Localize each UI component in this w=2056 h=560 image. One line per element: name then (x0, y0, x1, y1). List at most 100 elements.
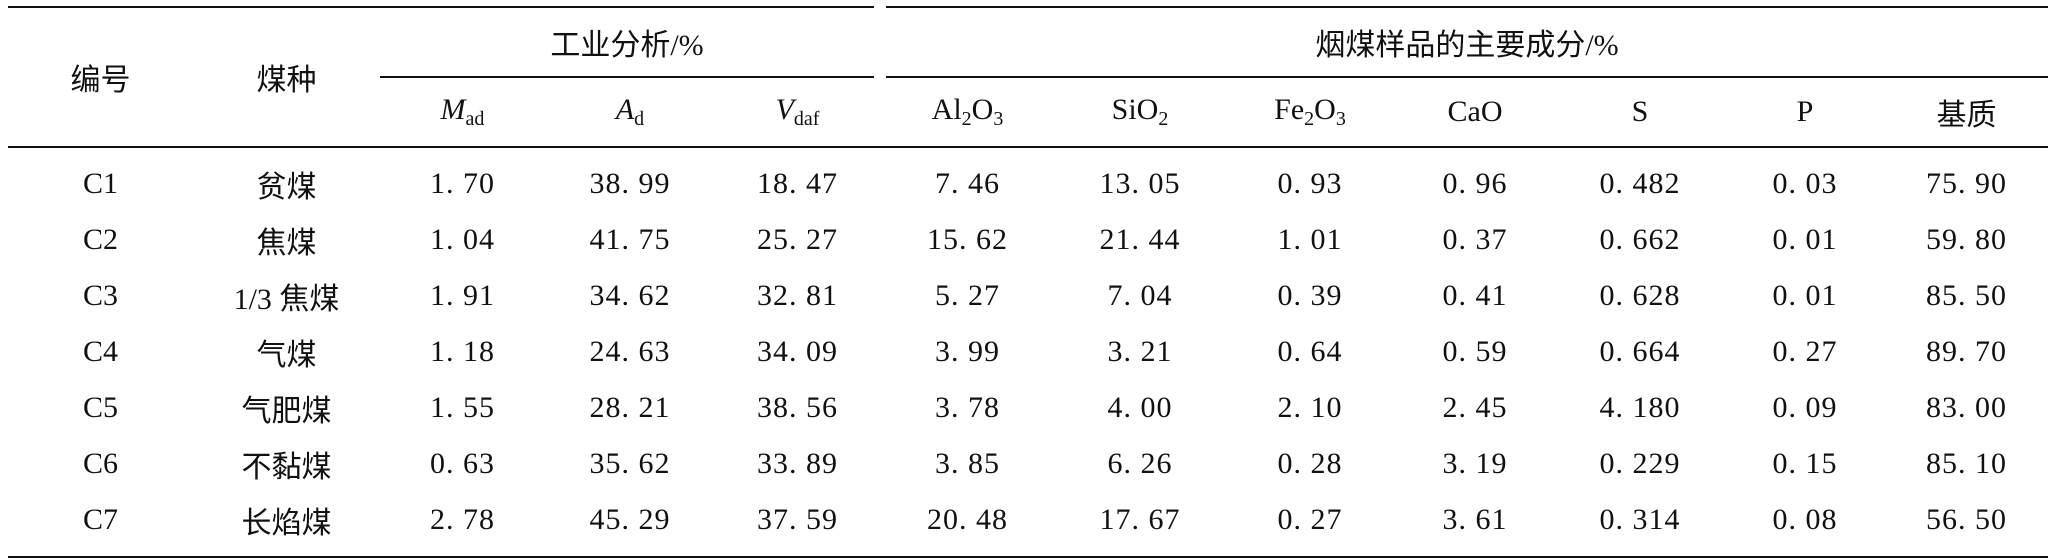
cell-volatile: 32. 81 (757, 279, 838, 312)
cell-coal-type: 不黏煤 (241, 451, 332, 484)
cell-al2o3: 3. 99 (935, 335, 1000, 368)
table-row: C5 气肥煤 1. 55 28. 21 38. 56 3. 78 4. 00 2… (8, 380, 2048, 436)
cell-cao: 3. 19 (1442, 447, 1508, 480)
cell-phosphorus: 0. 01 (1772, 223, 1838, 256)
al2o3-part-o: O (971, 93, 994, 126)
cell-id: C2 (82, 223, 118, 256)
cell-coal-type: 1/3 焦煤 (233, 283, 340, 316)
table-row: C7 长焰煤 2. 78 45. 29 37. 59 20. 48 17. 67… (8, 492, 2049, 557)
cell-fe2o3: 0. 27 (1277, 503, 1343, 536)
cell-ash: 45. 29 (589, 503, 671, 536)
cell-fe2o3: 0. 39 (1277, 279, 1343, 312)
cell-phosphorus: 0. 15 (1772, 447, 1838, 480)
cell-coal-type: 长焰煤 (241, 507, 332, 540)
cell-sulfur: 0. 482 (1599, 167, 1681, 200)
cell-ash: 34. 62 (589, 279, 671, 312)
cell-moisture: 1. 55 (430, 391, 495, 424)
header-col-matrix: 基质 (1936, 99, 1997, 132)
cell-volatile: 34. 09 (757, 335, 838, 368)
cell-al2o3: 15. 62 (927, 223, 1008, 256)
coal-analysis-table-container: 编号 煤种 工业分析/% 烟煤样品的主要成分/% Mad Ad Vdaf Al2… (8, 6, 2049, 558)
header-col-moisture-symbol: M (440, 93, 466, 126)
cell-phosphorus: 0. 01 (1772, 279, 1838, 312)
cell-ash: 41. 75 (589, 223, 671, 256)
cell-volatile: 38. 56 (757, 391, 838, 424)
header-group-main-components: 烟煤样品的主要成分/% (880, 7, 2049, 78)
cell-moisture: 1. 18 (430, 335, 495, 368)
cell-coal-type: 气煤 (256, 339, 317, 372)
cell-moisture: 1. 91 (430, 279, 495, 312)
cell-fe2o3: 0. 28 (1277, 447, 1343, 480)
cell-matrix: 85. 50 (1926, 279, 2007, 312)
header-col-volatile: Vdaf (715, 77, 880, 147)
header-row-groups: 编号 煤种 工业分析/% 烟煤样品的主要成分/% (8, 7, 2049, 97)
cell-id: C4 (82, 335, 118, 368)
cell-cao: 2. 45 (1442, 391, 1508, 424)
header-row-columns: Mad Ad Vdaf Al2O3 SiO2 Fe2O3 CaO S (8, 77, 2049, 147)
fe2o3-sub-2: 2 (1304, 108, 1315, 130)
cell-cao: 3. 61 (1442, 503, 1508, 536)
cell-id: C6 (82, 447, 118, 480)
cell-sio2: 13. 05 (1099, 167, 1181, 200)
table-row: C6 不黏煤 0. 63 35. 62 33. 89 3. 85 6. 26 0… (8, 436, 2048, 492)
cell-id: C3 (82, 279, 118, 312)
header-group-industrial-analysis: 工业分析/% (380, 7, 886, 78)
header-col-ash-subscript: d (634, 108, 645, 130)
cell-cao: 0. 59 (1442, 335, 1508, 368)
header-col-al2o3: Al2O3 (880, 77, 1055, 147)
fe2o3-part-fe: Fe (1274, 93, 1305, 126)
table-row: C4 气煤 1. 18 24. 63 34. 09 3. 99 3. 21 0.… (8, 324, 2048, 380)
cell-moisture: 0. 63 (430, 447, 495, 480)
cell-moisture: 2. 78 (430, 503, 495, 536)
cell-matrix: 83. 00 (1926, 391, 2007, 424)
cell-volatile: 18. 47 (757, 167, 838, 200)
al2o3-part-al: Al (931, 93, 962, 126)
cell-fe2o3: 1. 01 (1277, 223, 1343, 256)
cell-sio2: 7. 04 (1107, 279, 1173, 312)
cell-volatile: 25. 27 (757, 223, 838, 256)
fe2o3-part-o: O (1314, 93, 1336, 126)
table-row: C3 1/3 焦煤 1. 91 34. 62 32. 81 5. 27 7. 0… (8, 268, 2048, 324)
cell-phosphorus: 0. 27 (1772, 335, 1838, 368)
header-col-ash: Ad (545, 77, 715, 147)
cell-matrix: 56. 50 (1926, 503, 2007, 536)
cell-coal-type: 焦煤 (256, 227, 317, 260)
cell-id: C1 (82, 167, 118, 200)
table-body: C1 贫煤 1. 70 38. 99 18. 47 7. 46 13. 05 0… (8, 147, 2049, 557)
header-col-volatile-subscript: daf (793, 108, 820, 130)
cell-ash: 38. 99 (589, 167, 671, 200)
cell-id: C5 (82, 391, 118, 424)
cell-sulfur: 0. 229 (1599, 447, 1681, 480)
cell-phosphorus: 0. 03 (1772, 167, 1838, 200)
table-row: C2 焦煤 1. 04 41. 75 25. 27 15. 62 21. 44 … (8, 212, 2048, 268)
cell-fe2o3: 0. 93 (1277, 167, 1343, 200)
cell-sulfur: 0. 662 (1599, 223, 1681, 256)
cell-sio2: 4. 00 (1107, 391, 1173, 424)
al2o3-sub-3: 3 (993, 108, 1004, 130)
al2o3-sub-2: 2 (961, 108, 972, 130)
cell-ash: 35. 62 (589, 447, 671, 480)
fe2o3-sub-3: 3 (1335, 108, 1346, 130)
cell-coal-type: 贫煤 (256, 171, 317, 204)
cell-matrix: 89. 70 (1926, 335, 2007, 368)
cell-sio2: 6. 26 (1107, 447, 1173, 480)
header-coal-type: 煤种 (256, 64, 317, 97)
header-col-sulfur: S (1631, 95, 1649, 128)
table-header: 编号 煤种 工业分析/% 烟煤样品的主要成分/% Mad Ad Vdaf Al2… (8, 7, 2049, 147)
cell-sio2: 21. 44 (1099, 223, 1181, 256)
header-col-volatile-symbol: V (775, 93, 794, 126)
cell-moisture: 1. 70 (430, 167, 495, 200)
cell-fe2o3: 0. 64 (1277, 335, 1343, 368)
cell-al2o3: 20. 48 (927, 503, 1008, 536)
cell-phosphorus: 0. 08 (1772, 503, 1838, 536)
sio2-part-sio: SiO (1111, 93, 1159, 126)
cell-matrix: 75. 90 (1926, 167, 2007, 200)
header-col-sio2: SiO2 (1055, 77, 1225, 147)
cell-al2o3: 5. 27 (935, 279, 1000, 312)
header-col-cao: CaO (1447, 95, 1503, 128)
table-row: C1 贫煤 1. 70 38. 99 18. 47 7. 46 13. 05 0… (8, 147, 2048, 212)
cell-matrix: 85. 10 (1926, 447, 2007, 480)
sio2-sub-2: 2 (1158, 108, 1169, 130)
cell-al2o3: 7. 46 (935, 167, 1000, 200)
cell-ash: 24. 63 (589, 335, 671, 368)
